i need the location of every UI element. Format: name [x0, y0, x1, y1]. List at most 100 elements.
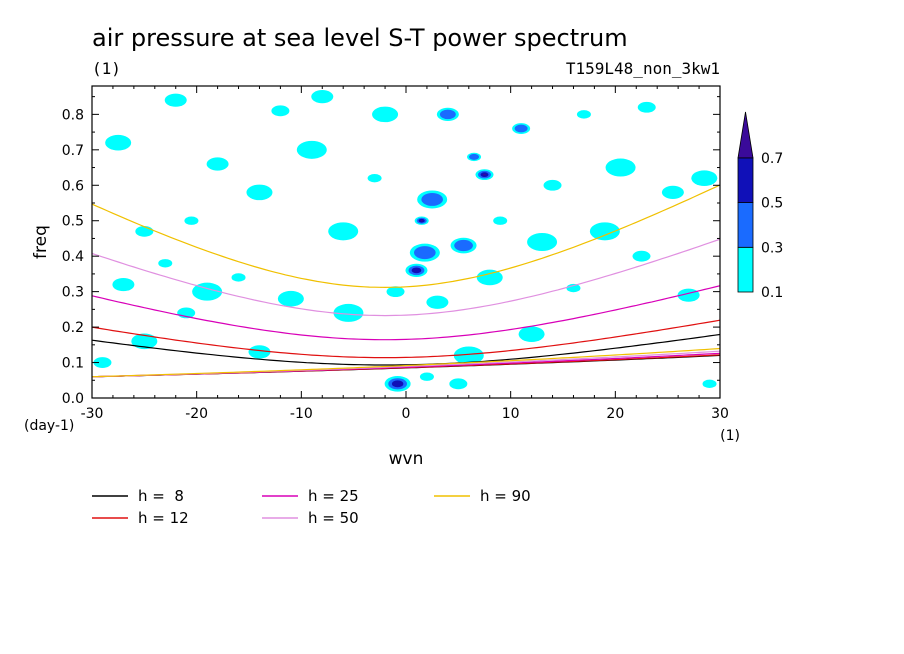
power-spot: [543, 179, 562, 191]
power-spot: [589, 222, 620, 241]
y-tick-label: 0.7: [62, 143, 84, 159]
units-label: (1): [92, 59, 121, 78]
colorbar-segment: [737, 157, 754, 203]
power-spot: [632, 250, 651, 262]
power-spot: [206, 157, 229, 171]
power-spot: [158, 259, 173, 268]
legend-label: h = 90: [480, 487, 531, 505]
legend-item: h = 25: [262, 487, 359, 505]
power-spot: [296, 140, 327, 159]
power-spot: [367, 173, 382, 183]
power-spot: [702, 379, 717, 389]
power-spot: [527, 233, 558, 251]
power-spot: [372, 106, 399, 123]
dispersion-curve: [92, 319, 720, 378]
colorbar-arrow: [737, 111, 754, 159]
y-tick-label: 0.3: [62, 285, 84, 301]
power-spot: [405, 263, 428, 277]
power-spot: [467, 152, 482, 162]
power-spot: [93, 357, 112, 368]
legend-label: h = 25: [308, 487, 359, 505]
colorbar-label: 0.7: [761, 151, 783, 167]
colorbar-segment: [737, 246, 754, 293]
legend-item: h = 90: [434, 487, 531, 505]
y-tick-label: 0.2: [62, 320, 84, 336]
power-spot: [449, 378, 468, 390]
legend-label: h = 50: [308, 509, 359, 527]
y-tick-label: 0.8: [62, 107, 84, 123]
colorbar-segment: [737, 202, 754, 248]
power-spot: [637, 101, 656, 113]
x-tick-label: 20: [606, 406, 624, 422]
chart-title: air pressure at sea level S-T power spec…: [92, 24, 628, 52]
power-spot: [512, 123, 531, 134]
dispersion-curve: [92, 333, 720, 378]
power-spot: [246, 184, 273, 201]
legend-item: h = 12: [92, 509, 189, 527]
power-spot: [384, 376, 411, 392]
x-tick-label: 0: [402, 406, 411, 422]
power-spot: [605, 158, 636, 177]
power-spot: [417, 190, 448, 209]
dispersion-curves: [92, 184, 720, 378]
power-spot: [475, 169, 494, 181]
power-spot: [691, 170, 718, 186]
colorbar-label: 0.5: [761, 196, 783, 212]
legend-item: h = 8: [92, 487, 184, 505]
power-spot: [112, 277, 135, 292]
x-tick-label: -30: [81, 406, 104, 422]
power-spot: [311, 90, 334, 104]
legend-label: h = 12: [138, 509, 189, 527]
x-tick-label: -20: [185, 406, 208, 422]
legend-label: h = 8: [138, 487, 184, 505]
power-spot: [409, 243, 440, 262]
legend: h = 8 h = 12 h = 25 h = 50 h = 90: [92, 487, 531, 527]
y-axis-label: freq: [31, 225, 51, 259]
power-spot: [419, 372, 434, 381]
power-spot: [333, 303, 364, 322]
power-spot: [386, 286, 405, 298]
power-spot: [518, 326, 545, 342]
colorbar-label: 0.3: [761, 240, 783, 256]
y-unit-label: (day-1): [24, 418, 74, 434]
colorbar-label: 0.1: [761, 285, 783, 301]
power-spot: [105, 134, 132, 151]
power-spot: [271, 105, 290, 117]
power-spot: [476, 269, 503, 286]
power-spot: [248, 345, 271, 359]
x-axis-label: wvn: [389, 449, 424, 469]
run-id-label: T159L48_non_3kw1: [566, 59, 720, 78]
power-spot: [426, 295, 449, 309]
x-tick-label: -10: [290, 406, 313, 422]
y-tick-label: 0.5: [62, 214, 84, 230]
power-spot: [436, 107, 459, 121]
y-tick-label: 0.6: [62, 178, 84, 194]
power-spot: [135, 225, 154, 237]
power-spot: [192, 282, 223, 301]
power-spot: [231, 273, 246, 282]
power-spot: [184, 216, 199, 225]
y-tick-label: 0.0: [62, 391, 84, 407]
power-spot: [277, 290, 304, 307]
x-tick-label: 30: [711, 406, 729, 422]
y-tick-label: 0.4: [62, 249, 84, 265]
power-spot: [164, 93, 187, 107]
dispersion-curve: [92, 184, 720, 378]
power-spot: [131, 333, 158, 350]
power-contours: [93, 90, 718, 392]
power-spot: [576, 110, 591, 119]
power-spot: [450, 237, 477, 254]
x-tick-label: 10: [502, 406, 520, 422]
power-spot: [661, 185, 684, 199]
power-spot: [453, 346, 484, 365]
dispersion-curve: [92, 285, 720, 378]
power-spot: [328, 222, 359, 241]
y-tick-label: 0.1: [62, 356, 84, 372]
x-axis: -30 -20 -10 0 10 20 30: [81, 86, 729, 422]
power-spot: [493, 216, 508, 225]
y-axis: 0.0 0.1 0.2 0.3 0.4 0.5 0.6 0.7 0.8: [62, 96, 720, 407]
plot-frame: [91, 85, 721, 399]
legend-item: h = 50: [262, 509, 359, 527]
x-unit-label: (1): [720, 428, 740, 444]
